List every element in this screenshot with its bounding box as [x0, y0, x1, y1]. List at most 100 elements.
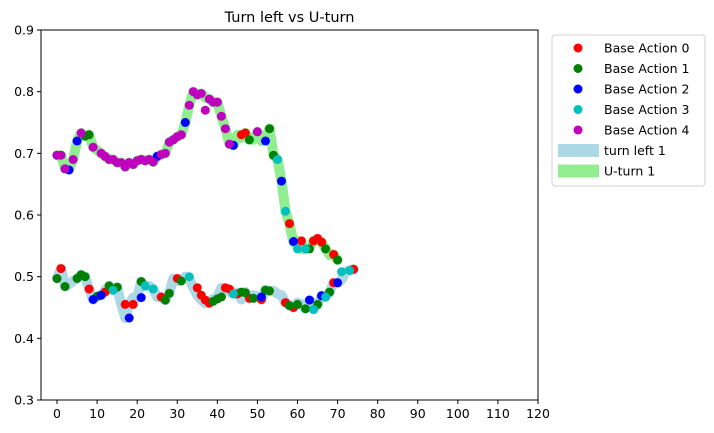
legend-marker — [573, 125, 583, 135]
x-tick-label: 100 — [446, 406, 470, 421]
point-series-4 — [160, 148, 170, 158]
x-tick-label: 10 — [89, 406, 105, 421]
legend-marker — [573, 105, 583, 114]
legend-label: Base Action 4 — [604, 123, 690, 138]
point-series-3 — [184, 272, 194, 282]
point-series-4 — [68, 155, 78, 164]
point-series-4 — [224, 139, 234, 149]
point-series-1 — [301, 304, 310, 314]
point-series-4 — [216, 111, 226, 121]
point-series-0 — [240, 128, 250, 138]
legend-label: Base Action 3 — [604, 102, 690, 117]
point-series-2 — [277, 176, 286, 186]
point-series-2 — [333, 278, 343, 288]
y-tick-label: 0.7 — [14, 146, 34, 161]
point-series-4 — [196, 89, 206, 98]
y-tick-label: 0.4 — [14, 331, 34, 346]
x-tick-label: 20 — [129, 406, 145, 421]
point-series-0 — [317, 237, 327, 247]
point-series-2 — [256, 292, 266, 302]
point-series-4 — [76, 128, 86, 138]
point-series-4 — [252, 127, 262, 137]
point-series-2 — [136, 293, 146, 303]
point-series-4 — [200, 105, 210, 115]
point-series-1 — [52, 274, 62, 283]
point-series-2 — [96, 290, 106, 300]
legend-marker — [573, 43, 583, 53]
point-series-3 — [140, 281, 150, 291]
point-series-3 — [293, 244, 302, 254]
point-series-0 — [297, 236, 306, 246]
point-series-1 — [244, 135, 254, 145]
point-series-1 — [265, 286, 274, 296]
point-series-1 — [333, 255, 343, 265]
point-series-1 — [321, 244, 331, 254]
scatter-points — [52, 87, 359, 323]
point-series-1 — [80, 272, 90, 282]
point-series-0 — [120, 299, 130, 309]
legend-marker — [573, 64, 583, 73]
x-tick-label: 0 — [53, 406, 61, 421]
line-1 — [52, 86, 343, 265]
point-series-3 — [148, 284, 158, 294]
point-series-1 — [265, 124, 274, 134]
point-series-2 — [124, 313, 134, 323]
y-tick-label: 0.9 — [14, 23, 34, 38]
point-series-1 — [176, 276, 186, 286]
x-tick-label: 120 — [526, 406, 550, 421]
legend-swatch — [558, 144, 599, 157]
point-series-3 — [281, 206, 290, 216]
point-series-0 — [84, 284, 94, 294]
legend-label: Base Action 1 — [604, 61, 690, 76]
x-tick-label: 60 — [290, 406, 306, 421]
y-tick-label: 0.6 — [14, 208, 34, 223]
y-tick-label: 0.8 — [14, 84, 34, 99]
legend-swatch — [558, 164, 599, 178]
point-series-1 — [248, 293, 258, 303]
point-series-1 — [293, 299, 302, 309]
point-series-4 — [176, 130, 186, 140]
point-series-3 — [309, 304, 318, 314]
x-tick-label: 80 — [370, 406, 386, 421]
point-series-3 — [273, 155, 282, 164]
point-series-0 — [285, 219, 294, 229]
x-axis: 0 10 20 30 40 50 60 70 80 90 100 110 120 — [53, 400, 550, 421]
legend-label: turn left 1 — [604, 143, 666, 158]
point-series-4 — [212, 97, 222, 107]
x-tick-label: 110 — [486, 406, 510, 421]
point-series-1 — [84, 130, 94, 140]
point-series-1 — [160, 295, 170, 305]
point-series-4 — [88, 142, 98, 152]
x-tick-label: 40 — [209, 406, 225, 421]
point-series-2 — [289, 237, 298, 246]
point-series-3 — [321, 292, 331, 302]
legend: Base Action 0 Base Action 1 Base Action 2 B… — [551, 34, 706, 187]
legend-label: Base Action 0 — [604, 41, 690, 56]
point-series-1 — [216, 292, 226, 302]
point-series-3 — [337, 267, 347, 277]
legend-label: Base Action 2 — [604, 82, 690, 97]
y-axis: 0.3 0.4 0.5 0.6 0.7 0.8 0.9 — [14, 23, 41, 408]
y-tick-label: 0.5 — [14, 269, 34, 284]
point-series-1 — [240, 288, 250, 298]
point-series-2 — [305, 295, 314, 305]
point-series-3 — [345, 266, 355, 275]
point-series-0 — [192, 283, 202, 293]
x-tick-label: 30 — [169, 406, 185, 421]
point-series-3 — [228, 289, 238, 299]
point-series-4 — [148, 157, 158, 167]
point-series-2 — [88, 295, 98, 304]
point-series-1 — [164, 288, 174, 298]
x-tick-label: 70 — [330, 406, 346, 421]
point-series-2 — [261, 136, 270, 146]
point-series-3 — [108, 285, 118, 295]
y-tick-label: 0.3 — [14, 393, 34, 408]
legend-label: U-turn 1 — [604, 164, 655, 179]
point-series-4 — [56, 150, 66, 160]
point-series-4 — [220, 124, 230, 134]
point-series-1 — [285, 301, 294, 311]
point-series-0 — [128, 299, 138, 309]
point-series-4 — [60, 164, 70, 174]
point-series-3 — [301, 244, 310, 254]
